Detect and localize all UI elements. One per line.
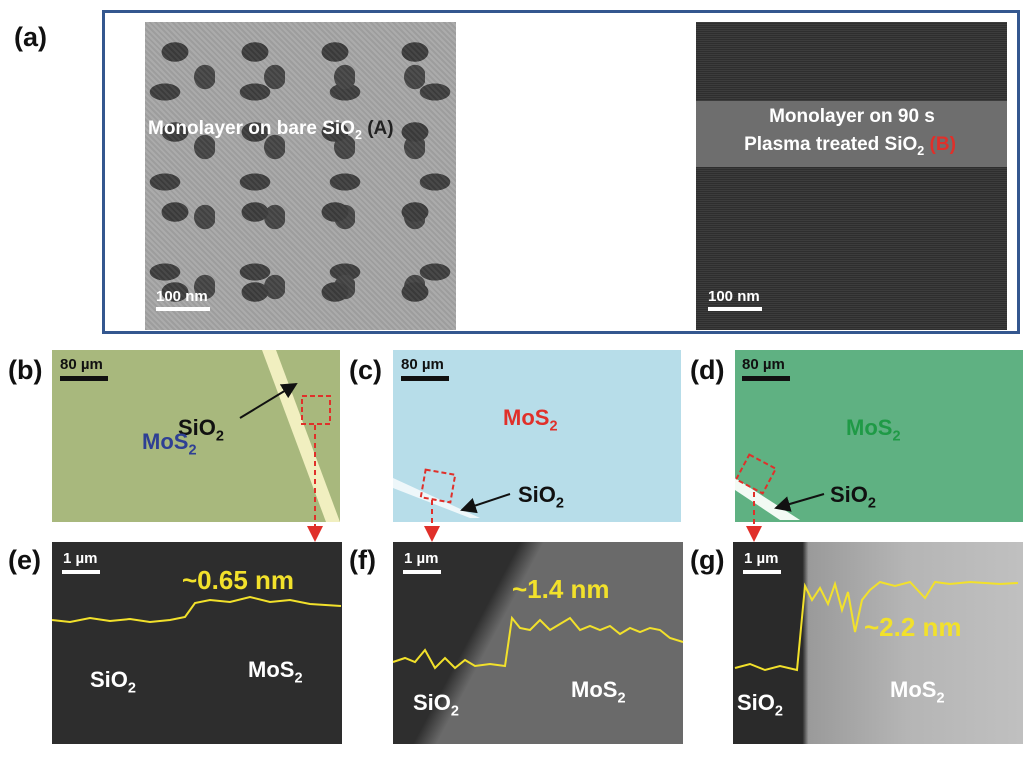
panel-label-b: (b): [8, 355, 43, 385]
afm-f-height-label: ~1.4 nm: [512, 574, 610, 604]
afm-g-height-label: ~2.2 nm: [864, 612, 962, 642]
sem-b-label-band: [696, 101, 1007, 167]
afm-g-mos2-label: MoS2: [890, 677, 945, 707]
roi-box-c: [419, 468, 457, 504]
sem-a-caption: Monolayer on bare SiO2 (A): [148, 118, 394, 142]
afm-image-g: [733, 542, 1023, 744]
sem-a-scale-bar: [156, 307, 210, 311]
panel-label-c: (c): [349, 355, 382, 385]
arrow-c-sio2: [460, 493, 511, 514]
optical-c-sio2-label: SiO2: [518, 482, 564, 512]
roi-box-b: [301, 395, 331, 425]
scale-bar-c: [401, 376, 449, 381]
optical-c-mos2-label: MoS2: [503, 405, 558, 435]
sio2-strip-b: [262, 350, 340, 522]
sem-image-bare-sio2: [145, 22, 456, 330]
scale-bar-e: [62, 570, 100, 574]
panel-label-a: (a): [14, 22, 47, 52]
afm-image-e: [52, 542, 342, 744]
afm-f-mos2-label: MoS2: [571, 677, 626, 707]
afm-image-f: [393, 542, 683, 744]
sem-a-scale-label: 100 nm: [156, 288, 208, 305]
sem-image-plasma-sio2: [696, 22, 1007, 330]
sem-b-scale-label: 100 nm: [708, 288, 760, 305]
panel-label-e: (e): [8, 545, 41, 575]
panel-label-g: (g): [690, 545, 725, 575]
sem-b-caption-line1: Monolayer on 90 s: [769, 106, 935, 127]
sem-b-caption-line2: Plasma treated SiO2 (B): [744, 134, 956, 158]
scale-bar-g: [743, 570, 781, 574]
panel-label-d: (d): [690, 355, 725, 385]
afm-f-scale-label: 1 µm: [404, 550, 439, 567]
arrow-d-sio2: [774, 493, 825, 512]
roi-box-d: [734, 453, 778, 495]
arrow-b-sio2: [239, 382, 298, 419]
afm-g-scale-label: 1 µm: [744, 550, 779, 567]
panel-a-frame: [102, 10, 1020, 334]
optical-b-sio2-label: SiO2: [178, 415, 224, 445]
optical-d-mos2-label: MoS2: [846, 415, 901, 445]
optical-d-scale-label: 80 µm: [742, 356, 785, 373]
afm-e-mos2-label: MoS2: [248, 657, 303, 687]
optical-d-sio2-label: SiO2: [830, 482, 876, 512]
afm-e-sio2-label: SiO2: [90, 667, 136, 697]
sio2-strip-c: [393, 478, 480, 518]
scale-bar-b: [60, 376, 108, 381]
scale-bar-d: [742, 376, 790, 381]
optical-b-scale-label: 80 µm: [60, 356, 103, 373]
afm-e-height-label: ~0.65 nm: [182, 565, 295, 595]
sem-b-scale-bar: [708, 307, 762, 311]
optical-c-scale-label: 80 µm: [401, 356, 444, 373]
afm-e-scale-label: 1 µm: [63, 550, 98, 567]
height-profile-g: [734, 580, 1019, 672]
panel-label-f: (f): [349, 545, 376, 575]
sio2-strip-d: [735, 478, 800, 520]
afm-f-sio2-label: SiO2: [413, 690, 459, 720]
scale-bar-f: [403, 570, 441, 574]
optical-b-mos2-label: MoS2: [142, 429, 197, 459]
afm-g-sio2-label: SiO2: [737, 690, 783, 720]
height-profile-e: [51, 595, 342, 624]
height-profile-f: [392, 615, 684, 670]
